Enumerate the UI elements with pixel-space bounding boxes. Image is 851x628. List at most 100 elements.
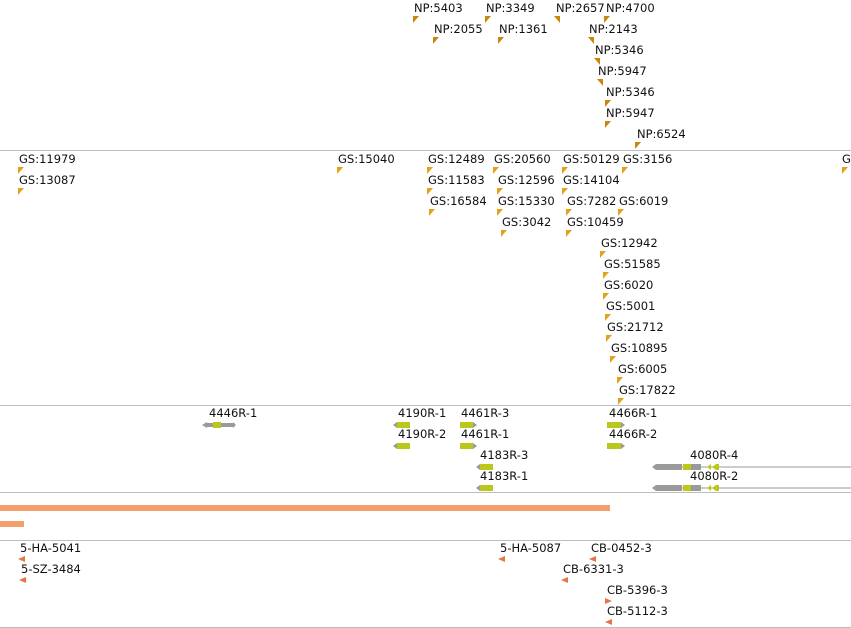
- gene-model-icon: [607, 443, 625, 449]
- sample-feature[interactable]: CB-6331-3: [561, 563, 641, 585]
- gene-feature[interactable]: 4190R-1: [393, 407, 455, 429]
- np-feature[interactable]: NP:2055: [433, 23, 493, 45]
- marker-icon: [604, 16, 610, 23]
- gene-feature[interactable]: 4183R-1: [476, 470, 538, 492]
- np-feature[interactable]: NP:1361: [498, 23, 558, 45]
- marker-icon: [433, 37, 439, 44]
- marker-icon: [566, 230, 572, 237]
- feature-label: CB-5396-3: [607, 583, 668, 597]
- gene-model-icon: [476, 485, 493, 491]
- np-feature[interactable]: NP:5346: [594, 44, 654, 66]
- marker-icon: [622, 167, 628, 174]
- np-feature[interactable]: NP:5947: [605, 107, 665, 129]
- gene-feature[interactable]: 4466R-1: [607, 407, 669, 429]
- feature-label: GS:5001: [606, 299, 656, 313]
- np-feature[interactable]: NP:6524: [635, 128, 695, 150]
- gene-feature[interactable]: 4183R-3: [476, 449, 538, 471]
- feature-label: NP:6524: [637, 127, 686, 141]
- gs-feature[interactable]: GS:15040: [337, 153, 401, 175]
- gs-feature[interactable]: GS:10895: [610, 342, 674, 364]
- gene-model-icon: [607, 422, 625, 428]
- gene-feature[interactable]: 4461R-3: [460, 407, 522, 429]
- gs-feature[interactable]: GS:3042: [501, 216, 561, 238]
- gs-feature[interactable]: GS:12489: [427, 153, 491, 175]
- gs-feature[interactable]: GS:16584: [429, 195, 493, 217]
- gene-model-icon: [476, 464, 493, 470]
- gs-feature[interactable]: GS:5001: [605, 300, 665, 322]
- feature-label: GS:11583: [428, 173, 485, 187]
- feature-label: GS:12942: [601, 236, 658, 250]
- feature-label: 4461R-1: [461, 427, 510, 441]
- gs-feature[interactable]: G: [841, 153, 851, 175]
- gs-feature[interactable]: GS:11979: [18, 153, 82, 175]
- gs-feature[interactable]: GS:12942: [600, 237, 664, 259]
- feature-label: NP:2657: [556, 1, 605, 15]
- marker-icon: [498, 37, 504, 44]
- gs-feature[interactable]: GS:17822: [618, 384, 682, 406]
- gene-feature[interactable]: 4190R-2: [393, 428, 455, 450]
- gene-feature[interactable]: 4446R-1: [202, 407, 272, 429]
- feature-label: 4461R-3: [461, 406, 510, 420]
- feature-label: 4080R-4: [690, 448, 739, 462]
- marker-icon: [606, 335, 612, 342]
- sample-feature[interactable]: 5-SZ-3484: [19, 563, 99, 585]
- gs-feature[interactable]: GS:10459: [566, 216, 630, 238]
- np-feature[interactable]: NP:5947: [597, 65, 657, 87]
- coverage-bar[interactable]: [0, 521, 24, 527]
- gs-feature[interactable]: GS:14104: [562, 174, 626, 196]
- marker-icon: [501, 230, 507, 237]
- feature-label: 4183R-1: [480, 469, 529, 483]
- gs-feature[interactable]: GS:3156: [622, 153, 682, 175]
- gs-feature[interactable]: GS:6020: [603, 279, 663, 301]
- gs-feature[interactable]: GS:51585: [603, 258, 667, 280]
- np-feature[interactable]: NP:5346: [605, 86, 665, 108]
- feature-label: 4466R-2: [609, 427, 658, 441]
- gs-feature[interactable]: GS:15330: [497, 195, 561, 217]
- sample-feature[interactable]: CB-5396-3: [605, 584, 685, 606]
- gene-model-icon: [460, 443, 477, 449]
- feature-label: CB-0452-3: [591, 541, 652, 555]
- gene-model-icon: [652, 485, 851, 491]
- feature-label: GS:10895: [611, 341, 668, 355]
- marker-icon: [493, 167, 499, 174]
- gs-feature[interactable]: GS:50129: [562, 153, 626, 175]
- gs-feature[interactable]: GS:6019: [618, 195, 678, 217]
- np-feature[interactable]: NP:4700: [604, 2, 664, 24]
- feature-label: GS:6020: [604, 278, 654, 292]
- np-feature[interactable]: NP:2143: [588, 23, 648, 45]
- sample-feature[interactable]: CB-0452-3: [589, 542, 669, 564]
- feature-label: GS:3156: [623, 152, 673, 166]
- gs-feature[interactable]: GS:21712: [606, 321, 670, 343]
- marker-icon: [594, 58, 600, 65]
- marker-icon: [603, 293, 609, 300]
- gs-feature[interactable]: GS:11583: [427, 174, 491, 196]
- gs-feature[interactable]: GS:12596: [497, 174, 561, 196]
- feature-label: 4446R-1: [209, 406, 258, 420]
- sample-feature[interactable]: 5-HA-5087: [498, 542, 578, 564]
- marker-icon: [18, 167, 24, 174]
- feature-label: GS:15040: [338, 152, 395, 166]
- gene-feature[interactable]: 4080R-2: [652, 470, 851, 492]
- gene-feature[interactable]: 4466R-2: [607, 428, 669, 450]
- marker-icon: [19, 577, 26, 583]
- np-feature[interactable]: NP:3349: [485, 2, 545, 24]
- gene-feature[interactable]: 4080R-4: [652, 449, 851, 471]
- gene-feature[interactable]: 4461R-1: [460, 428, 522, 450]
- gs-feature[interactable]: GS:13087: [18, 174, 82, 196]
- track-divider: [0, 540, 851, 541]
- gs-feature[interactable]: GS:20560: [493, 153, 557, 175]
- gs-track: GS:11979 GS:13087 GS:15040 GS:12489 GS:1…: [0, 151, 851, 405]
- gs-feature[interactable]: GS:6005: [617, 363, 677, 385]
- feature-label: GS:20560: [494, 152, 551, 166]
- gs-feature[interactable]: GS:7282: [566, 195, 620, 217]
- feature-label: 5-HA-5087: [500, 541, 562, 555]
- coverage-bar[interactable]: [0, 505, 610, 511]
- sample-feature[interactable]: CB-5112-3: [605, 605, 685, 627]
- sample-feature[interactable]: 5-HA-5041: [18, 542, 98, 564]
- marker-icon: [497, 188, 503, 195]
- feature-label: 4190R-1: [398, 406, 447, 420]
- np-feature[interactable]: NP:2657: [554, 2, 606, 24]
- marker-icon: [18, 556, 25, 562]
- np-feature[interactable]: NP:5403: [413, 2, 473, 24]
- track-divider: [0, 150, 851, 151]
